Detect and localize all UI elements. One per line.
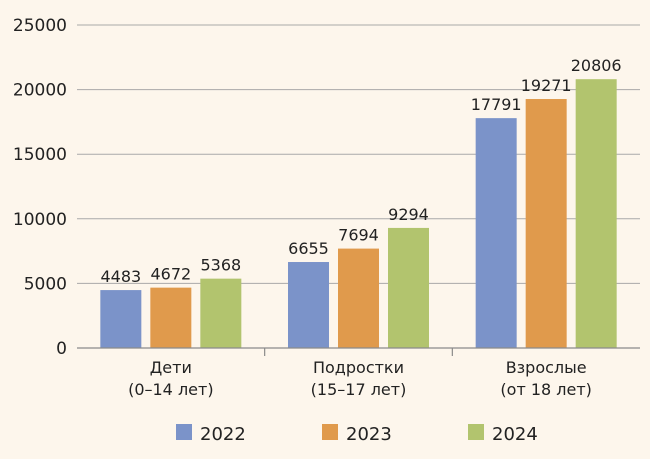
bar-2022-2 [475,118,517,348]
x-tick-label: (0–14 лет) [128,380,214,399]
x-tick-label: (от 18 лет) [500,380,592,399]
data-label: 20806 [571,56,622,75]
y-tick-label: 20000 [13,81,67,101]
y-tick-label: 0 [56,339,67,359]
bar-2022-0 [100,290,142,348]
bars [100,79,617,349]
x-tick-label: (15–17 лет) [311,380,407,399]
data-label: 9294 [388,205,429,224]
legend-swatch [468,424,484,440]
data-label: 19271 [521,76,572,95]
x-tick-label: Подростки [313,358,404,377]
y-tick-label: 10000 [13,210,67,230]
legend: 2022 2023 2024 [176,424,538,445]
legend-swatch [322,424,338,440]
y-axis: 0 5000 10000 15000 20000 25000 [13,16,67,359]
legend-swatch [176,424,192,440]
legend-label: 2023 [346,424,392,445]
data-label: 17791 [471,95,522,114]
bar-2024-0 [200,278,242,348]
y-tick-label: 15000 [13,145,67,165]
bar-2024-1 [388,227,429,348]
x-axis: Дети (0–14 лет) Подростки (15–17 лет) Взросл… [77,347,640,399]
legend-label: 2022 [200,424,246,445]
data-label: 5368 [200,256,241,275]
bar-2022-1 [288,262,329,348]
data-label: 4672 [150,265,191,284]
bar-2023-2 [525,99,567,348]
x-tick-label: Дети [150,358,192,377]
y-tick-label: 25000 [13,16,67,36]
bar-2024-2 [575,79,617,349]
bar-2023-1 [338,248,379,348]
data-label: 4483 [100,267,141,286]
bar-2023-0 [150,287,192,348]
legend-label: 2024 [492,424,538,445]
data-label: 6655 [288,239,329,258]
x-tick-label: Взрослые [506,358,587,377]
data-label: 7694 [338,226,379,245]
y-tick-label: 5000 [24,274,67,294]
